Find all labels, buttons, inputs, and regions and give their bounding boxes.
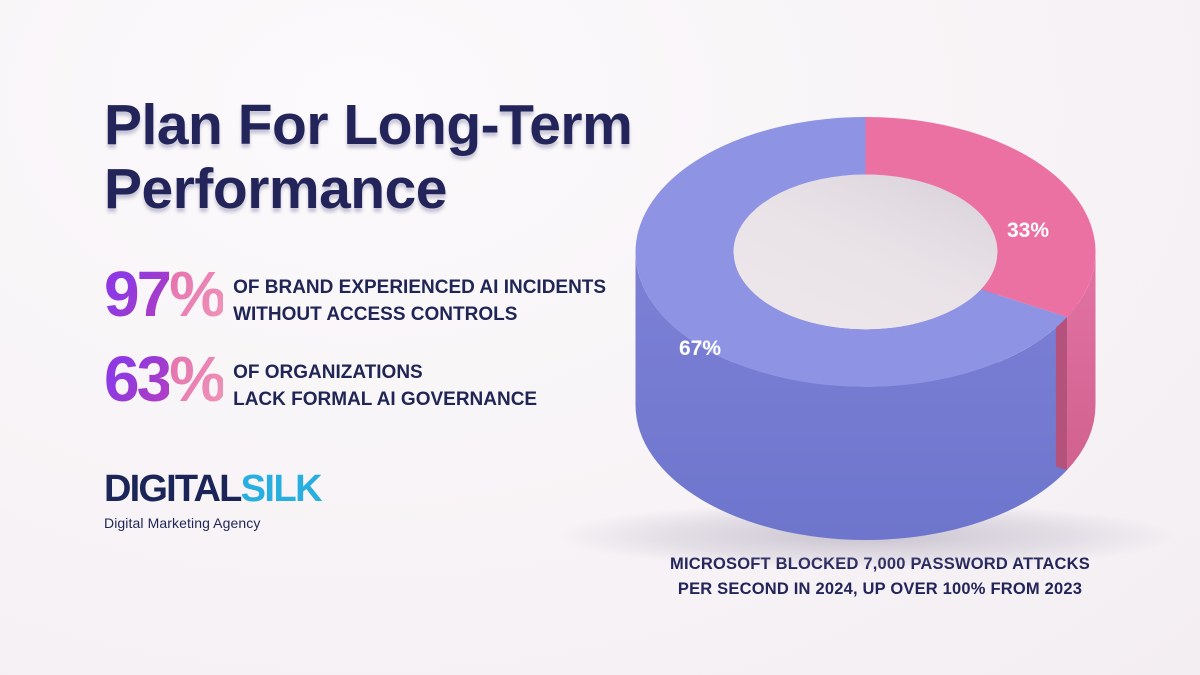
svg-text:67%: 67% <box>679 337 721 360</box>
svg-text:33%: 33% <box>1007 219 1049 242</box>
